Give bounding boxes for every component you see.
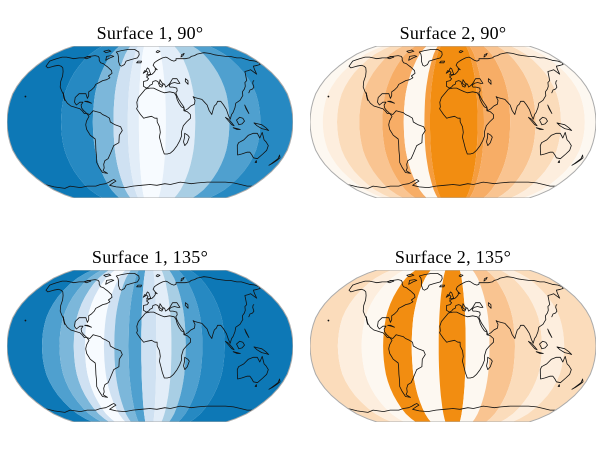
world-map-surface-1-135 [7, 270, 293, 422]
world-map-surface-2-135 [310, 270, 596, 422]
map-panel-surface-2-135: Surface 2, 135° [310, 244, 596, 422]
map-panel-surface-1-135: Surface 1, 135° [7, 244, 293, 422]
island-dot [327, 319, 330, 322]
panel-title: Surface 1, 135° [91, 247, 209, 267]
panel-title: Surface 2, 90° [399, 23, 507, 43]
world-map-surface-1-90 [7, 46, 293, 198]
world-map-surface-2-90 [310, 46, 596, 198]
map-panel-surface-2-90: Surface 2, 90° [310, 20, 596, 198]
panel-title: Surface 1, 90° [96, 23, 204, 43]
island-dot [24, 95, 27, 98]
map-panel-surface-1-90: Surface 1, 90° [7, 20, 293, 198]
panel-title: Surface 2, 135° [394, 247, 512, 267]
island-dot [327, 95, 330, 98]
island-dot [24, 319, 27, 322]
